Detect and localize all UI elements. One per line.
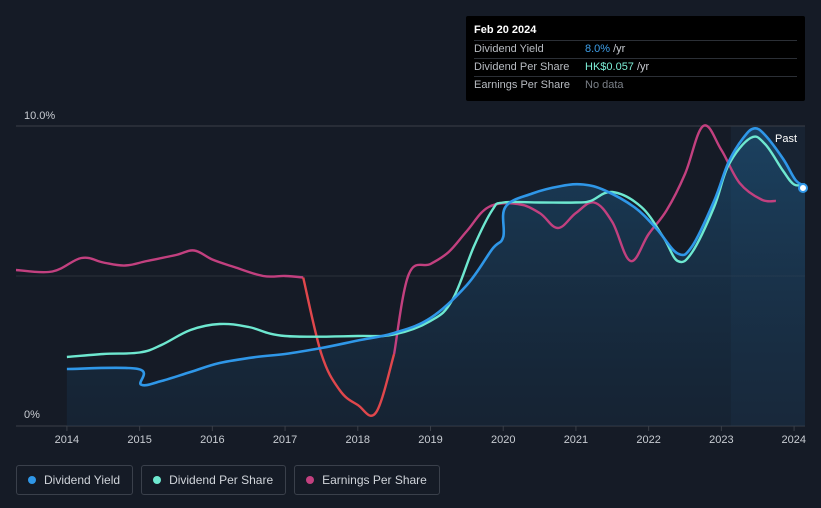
dividend-yield-line[interactable] xyxy=(66,127,806,387)
tooltip-label: Dividend Yield xyxy=(474,43,544,55)
x-tick-label: 2022 xyxy=(636,434,660,446)
eps-line-late[interactable] xyxy=(392,124,777,355)
x-tick-label: 2024 xyxy=(782,434,806,446)
hover-tooltip: Feb 20 2024 Dividend Yield 8.0%/yr Divid… xyxy=(466,16,805,101)
tooltip-value: 8.0% xyxy=(585,43,611,55)
legend-dot-icon xyxy=(28,476,36,484)
legend-dividend-per-share[interactable]: Dividend Per Share xyxy=(141,465,287,495)
legend-dot-icon xyxy=(153,476,162,484)
tooltip-row-dividend-per-share: Dividend Per Share HK$0.057/yr xyxy=(474,58,797,76)
tooltip-label: Dividend Per Share xyxy=(474,61,570,73)
tooltip-date: Feb 20 2024 xyxy=(474,24,537,36)
y-tick-label: 0% xyxy=(24,409,40,421)
legend-dividend-yield[interactable]: Dividend Yield xyxy=(16,465,134,495)
x-tick-label: 2014 xyxy=(55,434,79,446)
tooltip-label: Earnings Per Share xyxy=(474,79,570,91)
dividend-yield-end-marker xyxy=(798,183,808,193)
legend-earnings-per-share[interactable]: Earnings Per Share xyxy=(294,465,440,495)
x-tick-label: 2016 xyxy=(200,434,224,446)
tooltip-value: No data xyxy=(585,79,624,91)
tooltip-unit: /yr xyxy=(636,61,650,73)
x-tick-label: 2015 xyxy=(127,434,151,446)
dividend-per-share-line[interactable] xyxy=(66,135,806,359)
tooltip-row-dividend-yield: Dividend Yield 8.0%/yr xyxy=(474,40,797,58)
legend-dot-icon xyxy=(306,476,315,484)
dividend-yield-area xyxy=(66,128,805,426)
x-tick-label: 2019 xyxy=(418,434,442,446)
x-tick-label: 2023 xyxy=(709,434,733,446)
eps-line-decline[interactable] xyxy=(302,277,396,417)
legend-label: Dividend Yield xyxy=(44,473,121,487)
x-tick-label: 2021 xyxy=(564,434,588,446)
past-label: Past xyxy=(775,133,797,145)
tooltip-value: HK$0.057 xyxy=(585,61,634,73)
legend-label: Dividend Per Share xyxy=(169,473,274,487)
x-tick-label: 2018 xyxy=(346,434,370,446)
x-tick-label: 2017 xyxy=(273,434,297,446)
chart-legend: Dividend Yield Dividend Per Share Earnin… xyxy=(16,465,440,495)
tooltip-row-earnings-per-share: Earnings Per Share No data xyxy=(474,76,797,94)
eps-line-early[interactable] xyxy=(15,249,304,279)
tooltip-unit: /yr xyxy=(613,43,626,55)
x-tick-label: 2020 xyxy=(491,434,515,446)
y-tick-label: 10.0% xyxy=(24,110,55,122)
legend-label: Earnings Per Share xyxy=(322,473,427,487)
